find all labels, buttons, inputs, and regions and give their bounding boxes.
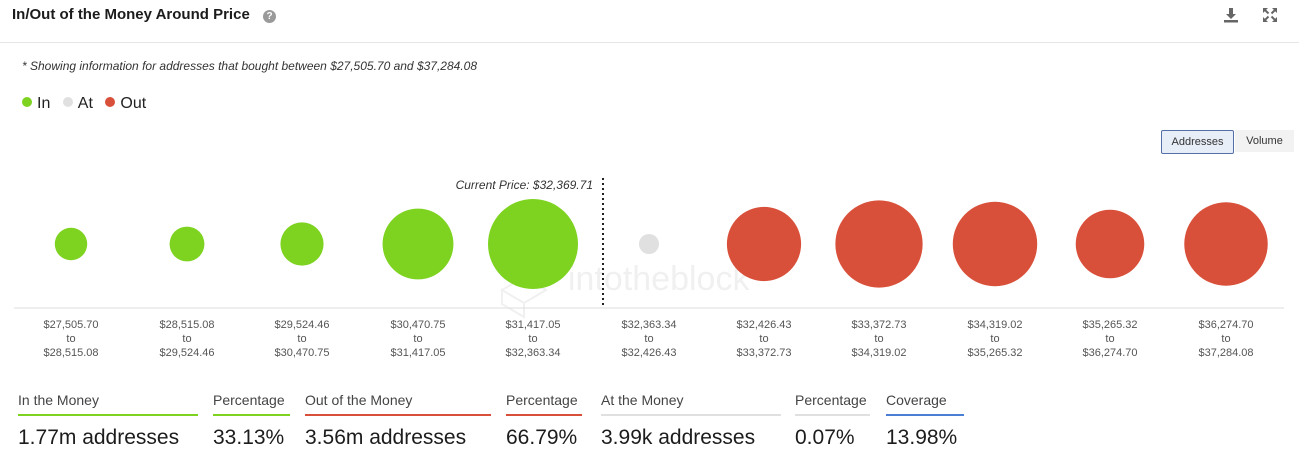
x-tick-label: $29,524.46 [274, 319, 329, 331]
x-tick-label: to [1105, 333, 1114, 345]
stat-label: Out of the Money [305, 392, 491, 416]
question-circle-icon[interactable]: ? [263, 10, 276, 23]
x-tick-label: $31,417.05 [505, 319, 560, 331]
price-range-note: * Showing information for addresses that… [22, 59, 477, 73]
x-tick-label: $32,363.34 [505, 347, 560, 359]
x-tick-label: $37,284.08 [1198, 347, 1253, 359]
x-tick-label: $31,417.05 [390, 347, 445, 359]
bubble-out-8[interactable] [835, 200, 923, 288]
intotheblock-watermark: intotheblock [500, 260, 750, 319]
bubble-out-11[interactable] [1184, 202, 1268, 286]
bubbles-group [54, 199, 1268, 289]
chart-title: In/Out of the Money Around Price [12, 6, 250, 23]
x-tick-label: $30,470.75 [274, 347, 329, 359]
x-tick-label: $33,372.73 [736, 347, 791, 359]
x-tick-label: to [413, 333, 422, 345]
bubble-in-4[interactable] [382, 208, 454, 280]
bubble-in-5[interactable] [488, 199, 578, 289]
stat-value: 0.07% [795, 426, 855, 449]
stat-value: 33.13% [213, 426, 285, 449]
stat-block: Out of the Money 3.56m addresses [305, 392, 491, 450]
legend-dot-in [22, 97, 32, 107]
x-tick-label: $29,524.46 [159, 347, 214, 359]
x-tick-label: to [1221, 333, 1230, 345]
download-icon[interactable] [1221, 5, 1241, 25]
stat-block: Percentage 0.07% [795, 392, 870, 450]
stat-label: Percentage [213, 392, 290, 416]
x-tick-label: $32,363.34 [621, 319, 676, 331]
legend-item-out[interactable]: Out [105, 95, 146, 113]
x-tick-label: $27,505.70 [43, 319, 98, 331]
watermark-text: intotheblock [568, 260, 750, 298]
x-tick-label: $34,319.02 [851, 347, 906, 359]
legend-dot-out [105, 97, 116, 107]
x-tick-label: to [644, 333, 653, 345]
x-tick-label: $30,470.75 [390, 319, 445, 331]
stat-label: Percentage [795, 392, 870, 416]
x-tick-label: to [759, 333, 768, 345]
stat-block: At the Money 3.99k addresses [601, 392, 781, 450]
x-tick-label: $35,265.32 [967, 347, 1022, 359]
stat-value: 66.79% [506, 426, 578, 449]
x-tick-label: $35,265.32 [1082, 319, 1137, 331]
x-tick-label: $28,515.08 [43, 347, 98, 359]
stat-value: 3.99k addresses [601, 426, 756, 449]
bubble-out-7[interactable] [726, 206, 802, 282]
x-tick-label: $33,372.73 [851, 319, 906, 331]
stat-label: In the Money [18, 392, 198, 416]
x-tick-label: $28,515.08 [159, 319, 214, 331]
volume-toggle-button[interactable]: Volume [1235, 130, 1294, 152]
bubble-in-1[interactable] [54, 227, 88, 261]
x-tick-label: $32,426.43 [621, 347, 676, 359]
x-tick-label: to [874, 333, 883, 345]
stat-block: Percentage 66.79% [506, 392, 582, 450]
stat-block: In the Money 1.77m addresses [18, 392, 198, 450]
x-tick-label: $36,274.70 [1198, 319, 1253, 331]
stat-value: 1.77m addresses [18, 426, 180, 449]
x-tick-label: $32,426.43 [736, 319, 791, 331]
bubble-chart: intotheblock Current Price: $32,369.71 $… [14, 178, 1284, 359]
stat-block: Coverage 13.98% [886, 392, 964, 450]
x-tick-label: to [528, 333, 537, 345]
chart-legend: In At Out [22, 95, 154, 113]
addresses-toggle-button[interactable]: Addresses [1161, 130, 1234, 154]
x-tick-label: to [297, 333, 306, 345]
expand-icon[interactable] [1260, 5, 1280, 25]
legend-dot-at [62, 97, 73, 107]
stat-label: Percentage [506, 392, 582, 416]
stat-label: At the Money [601, 392, 781, 416]
stat-value: 13.98% [886, 426, 958, 449]
x-axis-labels: $27,505.70 to $28,515.08 $28,515.08 to $29,52… [43, 319, 1253, 359]
x-tick-label: to [66, 333, 75, 345]
x-tick-label: to [990, 333, 999, 345]
stat-label: Coverage [886, 392, 964, 416]
x-tick-label: $34,319.02 [967, 319, 1022, 331]
current-price-label: Current Price: $32,369.71 [456, 178, 593, 192]
bubble-out-9[interactable] [952, 201, 1038, 287]
legend-label-in: In [37, 95, 51, 112]
bubble-in-2[interactable] [169, 226, 205, 262]
x-tick-label: to [182, 333, 191, 345]
bubble-out-10[interactable] [1075, 209, 1145, 279]
stat-value: 3.56m addresses [305, 426, 467, 449]
bubble-in-3[interactable] [280, 222, 324, 266]
chart-header: In/Out of the Money Around Price ? [0, 0, 1299, 43]
x-tick-label: $36,274.70 [1082, 347, 1137, 359]
legend-label-out: Out [120, 95, 147, 112]
legend-item-at[interactable]: At [62, 95, 93, 113]
legend-label-at: At [77, 95, 93, 112]
bubble-at-6[interactable] [639, 234, 659, 254]
legend-item-in[interactable]: In [22, 95, 50, 113]
stat-block: Percentage 33.13% [213, 392, 290, 450]
